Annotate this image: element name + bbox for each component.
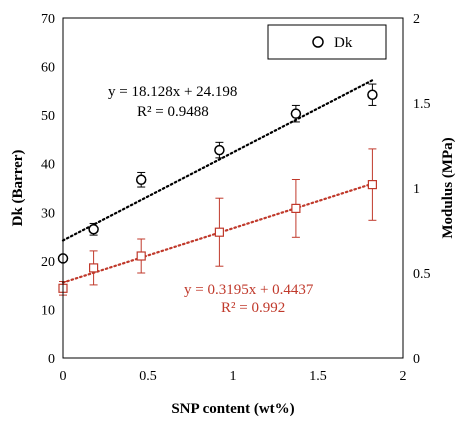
y-left-tick-label: 10: [41, 303, 55, 318]
legend-label-dk: Dk: [334, 35, 353, 51]
modulus-point: [367, 180, 377, 190]
plot-frame: [62, 17, 404, 359]
y-left-tick-label: 60: [41, 61, 55, 76]
y-right-tick-label: 1.5: [413, 97, 431, 112]
y-right-tick-label: 2: [413, 12, 420, 27]
legend-box: [267, 24, 387, 60]
error-bars: [59, 83, 377, 296]
y-left-tick-label: 0: [48, 352, 55, 367]
legend-marker-dk: [312, 36, 324, 48]
y-left-tick-labels: 0 10 20 30 40 50 60 70: [41, 12, 55, 367]
modulus-trend-equation: y = 0.3195x + 0.4437: [184, 282, 314, 298]
y-right-tick-label: 0: [413, 352, 420, 367]
legend: Dk: [267, 24, 387, 60]
modulus-point: [136, 251, 146, 261]
modulus-trend-r2: R² = 0.992: [221, 300, 285, 316]
modulus-point: [214, 227, 224, 237]
dk-point: [290, 108, 302, 119]
x-axis-title: SNP content (wt%): [171, 401, 294, 417]
trendlines: [61, 79, 374, 284]
modulus-point: [88, 263, 99, 273]
x-tick-label: 0.5: [139, 369, 157, 384]
modulus-point: [291, 203, 301, 213]
x-tick-label: 1.5: [309, 369, 327, 384]
y-right-axis-title: Modulus (MPa): [440, 137, 456, 238]
y-right-tick-label: 0.5: [413, 267, 431, 282]
data-points: [57, 89, 378, 293]
dk-point: [367, 89, 378, 100]
dk-trend-r2: R² = 0.9488: [137, 104, 209, 120]
dk-point: [135, 174, 147, 185]
y-left-tick-label: 30: [41, 206, 55, 221]
dk-point: [88, 224, 99, 235]
dk-trend-equation: y = 18.128x + 24.198: [108, 84, 237, 100]
y-left-axis-title: Dk (Barrer): [10, 150, 26, 227]
y-right-tick-label: 1: [413, 182, 420, 197]
y-left-tick-label: 70: [41, 12, 55, 27]
x-tick-label: 2: [400, 369, 407, 384]
x-tick-label: 1: [230, 369, 237, 384]
dk-trendline: [61, 79, 374, 242]
y-right-tick-labels: 0 0.5 1 1.5 2: [413, 12, 431, 367]
y-left-tick-label: 40: [41, 158, 55, 173]
dk-point: [214, 144, 225, 156]
x-tick-labels: 0 0.5 1 1.5 2: [60, 369, 407, 384]
x-tick-label: 0: [60, 369, 67, 384]
y-left-tick-label: 20: [41, 255, 55, 270]
y-left-tick-label: 50: [41, 109, 55, 124]
